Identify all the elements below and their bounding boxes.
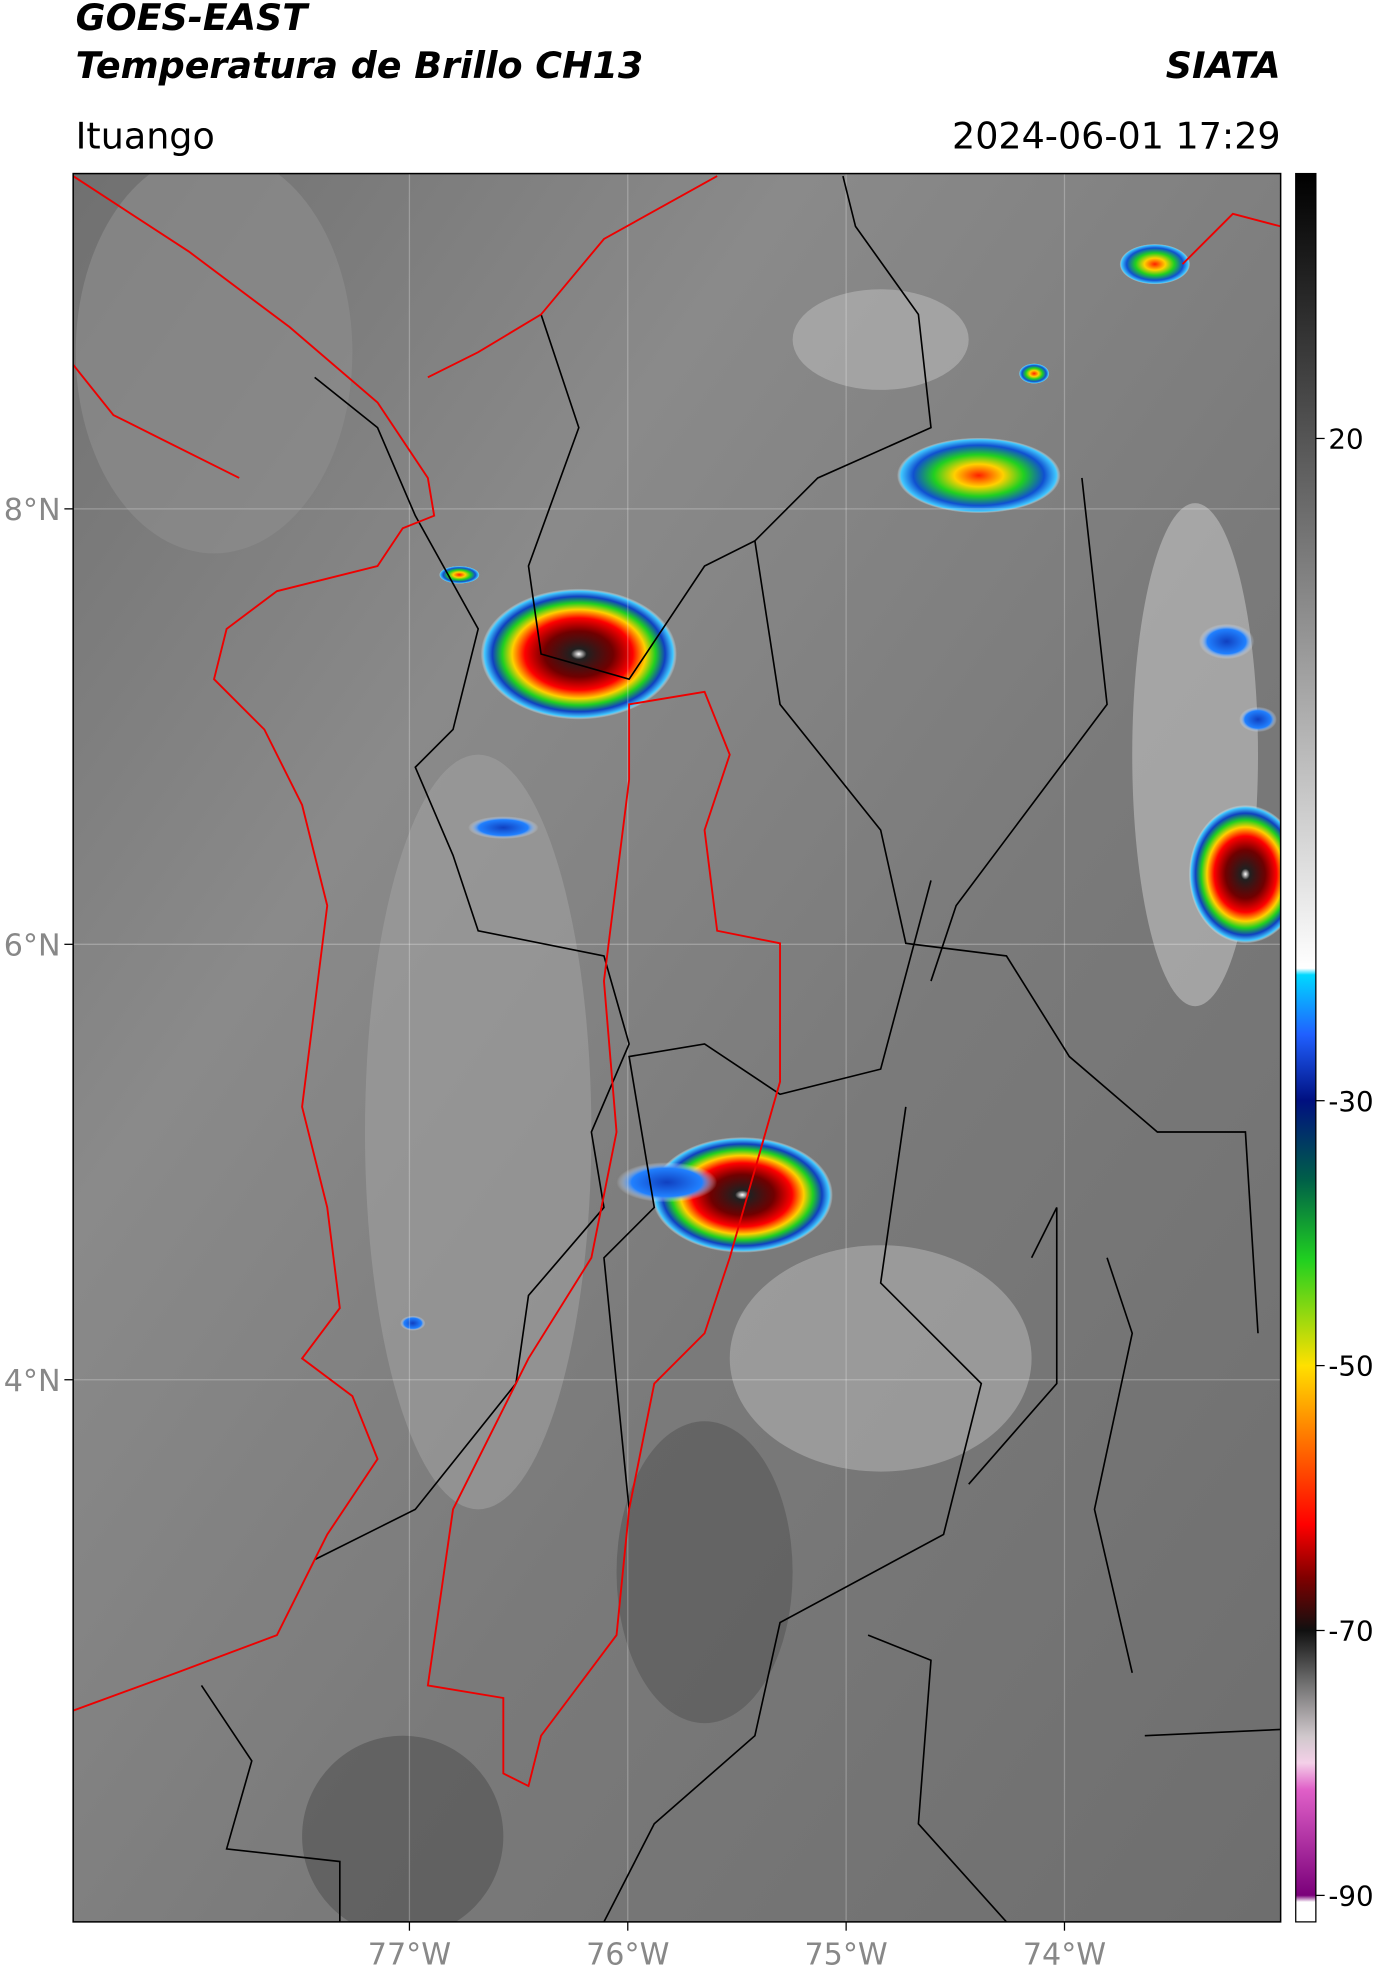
colorbar-tick-label: -90 (1328, 1879, 1373, 1912)
colorbar-tick-label: -30 (1328, 1085, 1373, 1118)
lon-tick-label: 77°W (368, 1938, 451, 1973)
lat-tick-label: 4°N (4, 1364, 61, 1399)
agency: SIATA (1166, 44, 1281, 87)
satellite-image (73, 173, 1281, 1922)
lon-tick-label: 74°W (1023, 1938, 1106, 1973)
subtitle: Temperatura de Brillo CH13 (76, 44, 644, 87)
map-frame (72, 172, 1282, 1923)
lat-tick-label: 8°N (4, 493, 61, 528)
lat-tick-label: 6°N (4, 929, 61, 964)
colorbar-tick-label: -70 (1328, 1615, 1373, 1648)
colorbar (1295, 172, 1317, 1923)
colorbar-tick-label: 20 (1328, 423, 1363, 456)
datetime: 2024-06-01 17:29 (952, 114, 1281, 157)
lon-tick-label: 76°W (586, 1938, 669, 1973)
location: Ituango (76, 114, 215, 157)
colorbar-tick-label: -50 (1328, 1350, 1373, 1383)
title: GOES-EAST (76, 0, 311, 39)
lon-tick-label: 75°W (804, 1938, 887, 1973)
